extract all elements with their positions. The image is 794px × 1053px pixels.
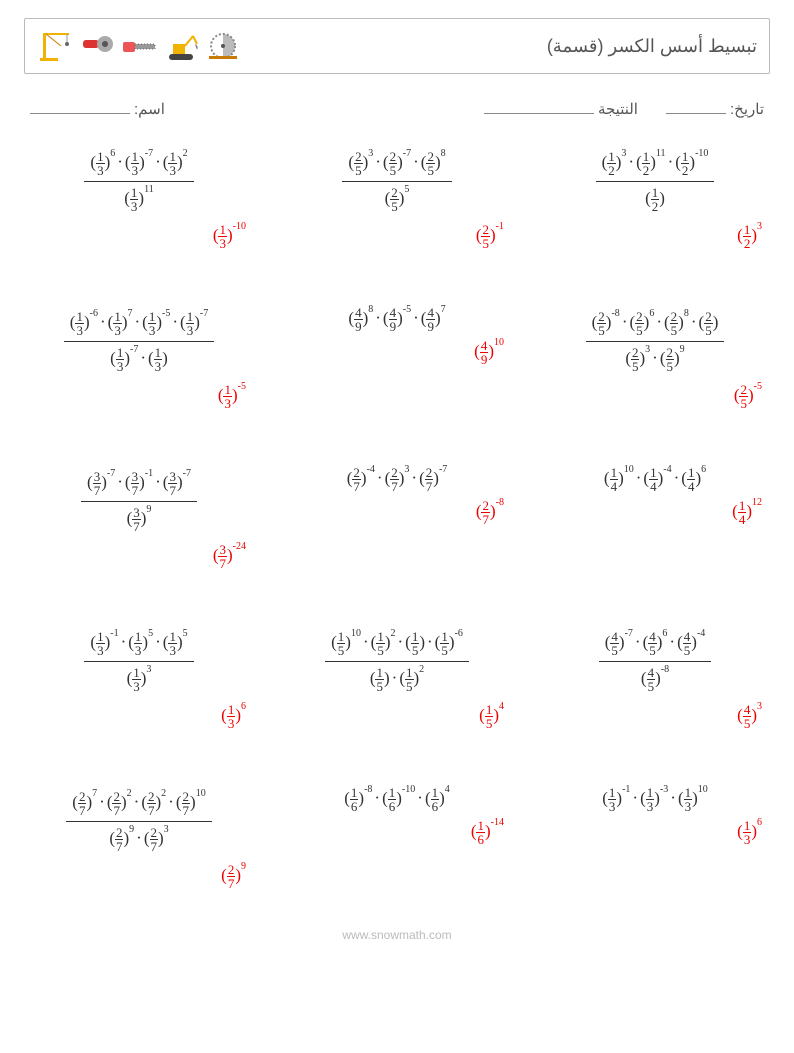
problem-expression: (25)-8·(25)6·(25)8·(25)(25)3·(25)9 — [586, 306, 725, 377]
problem-expression: (13)6·(13)-7·(13)2(13)11 — [84, 146, 193, 217]
problem-answer: (25)-5 — [734, 383, 762, 410]
problem-cell: (37)-7·(37)-1·(37)-7(37)9 (37)-24 — [24, 466, 254, 570]
problem-answer: (45)3 — [737, 703, 762, 730]
problem-answer: (13)-5 — [218, 383, 246, 410]
page-title: تبسيط أسس الكسر (قسمة) — [547, 36, 757, 57]
problem-expression: (27)-4·(27)3·(27)-7 — [347, 466, 448, 493]
grinder-icon — [79, 28, 115, 64]
problem-expression: (13)-1·(13)-3·(13)10 — [602, 786, 708, 813]
problem-answer: (16)-14 — [471, 819, 504, 846]
excavator-icon — [163, 28, 199, 64]
problem-expression: (27)7·(27)2·(27)2·(27)10(27)9·(27)3 — [66, 786, 211, 857]
problem-answer: (27)-8 — [476, 499, 504, 526]
problem-cell: (13)-1·(13)-3·(13)10 (13)6 — [540, 786, 770, 890]
problem-cell: (27)7·(27)2·(27)2·(27)10(27)9·(27)3 (27)9 — [24, 786, 254, 890]
problem-expression: (37)-7·(37)-1·(37)-7(37)9 — [81, 466, 197, 537]
info-line: تاريخ: النتيجة اسم: — [30, 96, 764, 118]
problem-expression: (49)8·(49)-5·(49)7 — [348, 306, 445, 333]
date-blank — [666, 96, 726, 114]
problem-grid: (13)6·(13)-7·(13)2(13)11 (13)-10 (25)3·(25… — [24, 146, 770, 890]
problem-expression: (15)10·(15)2·(15)·(15)-6(15)·(15)2 — [325, 626, 469, 697]
problem-expression: (13)-1·(13)5·(13)5(13)3 — [84, 626, 193, 697]
problem-cell: (14)10·(14)-4·(14)6 (14)12 — [540, 466, 770, 570]
problem-cell: (16)-8·(16)-10·(16)4 (16)-14 — [282, 786, 512, 890]
problem-answer: (12)3 — [737, 223, 762, 250]
problem-expression: (14)10·(14)-4·(14)6 — [604, 466, 706, 493]
problem-cell: (25)3·(25)-7·(25)8(25)5 (25)-1 — [282, 146, 512, 250]
icon-row — [37, 28, 241, 64]
header-box: تبسيط أسس الكسر (قسمة) — [24, 18, 770, 74]
problem-cell: (49)8·(49)-5·(49)7 (49)10 — [282, 306, 512, 410]
score-label: النتيجة — [598, 100, 638, 118]
problem-cell: (27)-4·(27)3·(27)-7 (27)-8 — [282, 466, 512, 570]
problem-answer: (49)10 — [474, 339, 504, 366]
problem-expression: (45)-7·(45)6·(45)-4(45)-8 — [599, 626, 712, 697]
score-blank — [484, 96, 594, 114]
problem-cell: (45)-7·(45)6·(45)-4(45)-8 (45)3 — [540, 626, 770, 730]
problem-expression: (12)3·(12)11·(12)-10(12) — [596, 146, 715, 217]
problem-answer: (37)-24 — [213, 543, 246, 570]
problem-answer: (13)6 — [737, 819, 762, 846]
name-label: اسم: — [134, 100, 165, 118]
problem-cell: (13)-6·(13)7·(13)-5·(13)-7(13)-7·(13)(13… — [24, 306, 254, 410]
crane-icon — [37, 28, 73, 64]
problem-answer: (15)4 — [479, 703, 504, 730]
footer: www.snowmath.com — [24, 928, 770, 942]
problem-answer: (14)12 — [732, 499, 762, 526]
date-label: تاريخ: — [730, 100, 764, 118]
problem-cell: (12)3·(12)11·(12)-10(12) (12)3 — [540, 146, 770, 250]
problem-answer: (25)-1 — [476, 223, 504, 250]
problem-expression: (13)-6·(13)7·(13)-5·(13)-7(13)-7·(13) — [64, 306, 214, 377]
problem-cell: (13)-1·(13)5·(13)5(13)3 (13)6 — [24, 626, 254, 730]
problem-expression: (25)3·(25)-7·(25)8(25)5 — [342, 146, 451, 217]
problem-answer: (27)9 — [221, 863, 246, 890]
problem-cell: (15)10·(15)2·(15)·(15)-6(15)·(15)2 (15)4 — [282, 626, 512, 730]
sawblade-icon — [205, 28, 241, 64]
problem-answer: (13)-10 — [213, 223, 246, 250]
chainsaw-icon — [121, 28, 157, 64]
problem-answer: (13)6 — [221, 703, 246, 730]
problem-expression: (16)-8·(16)-10·(16)4 — [344, 786, 450, 813]
problem-cell: (25)-8·(25)6·(25)8·(25)(25)3·(25)9 (25)-5 — [540, 306, 770, 410]
problem-cell: (13)6·(13)-7·(13)2(13)11 (13)-10 — [24, 146, 254, 250]
name-blank — [30, 96, 130, 114]
